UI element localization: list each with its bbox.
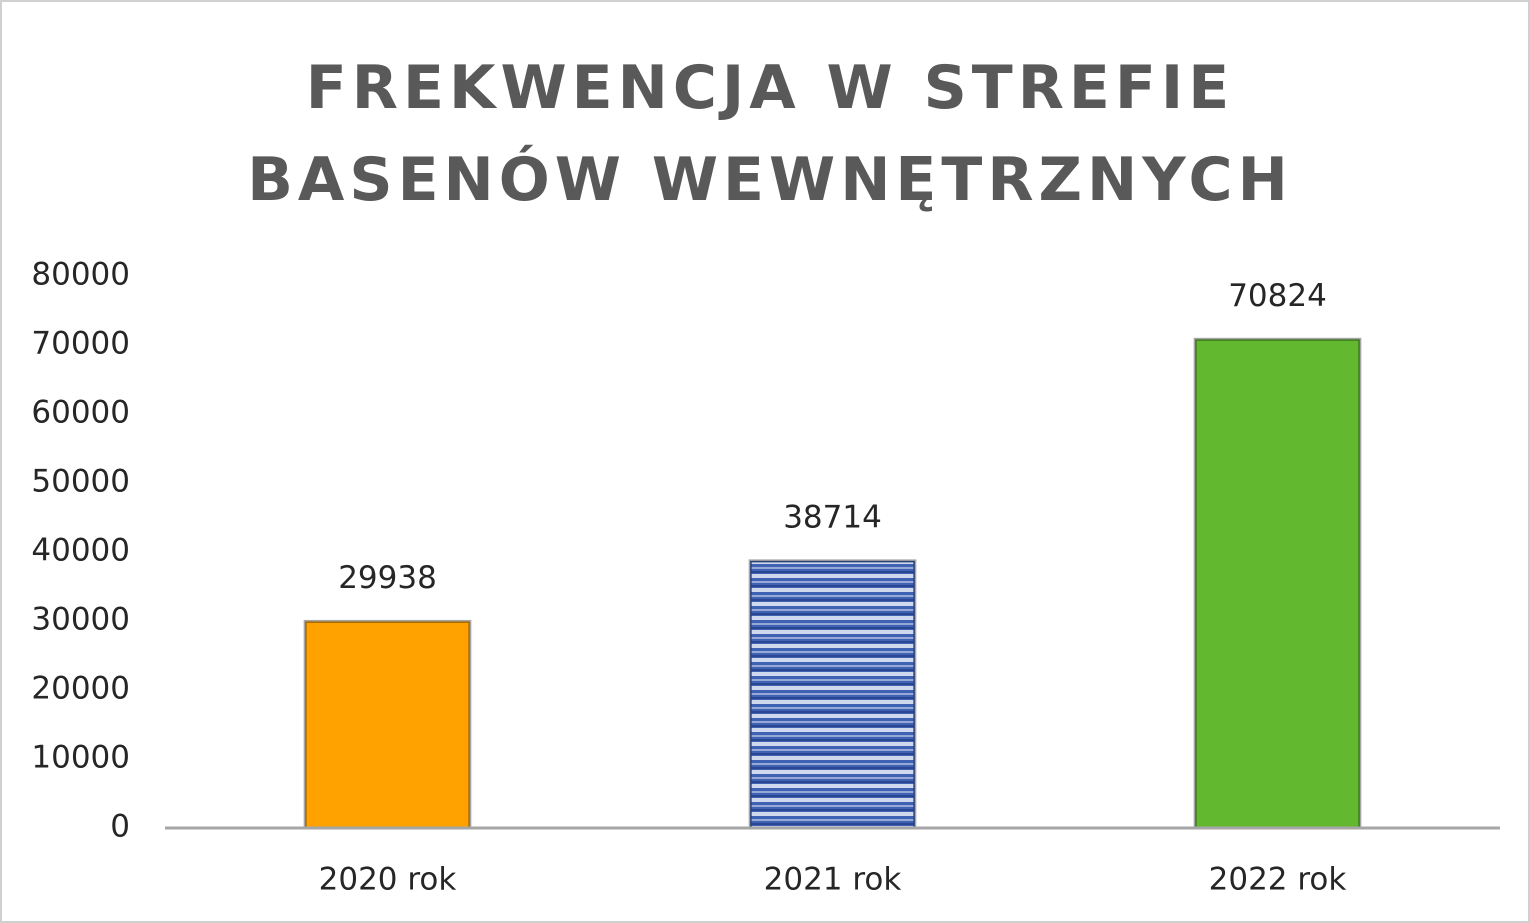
y-tick-label: 20000 [31, 671, 130, 707]
bar [303, 619, 472, 830]
y-tick-label: 60000 [31, 395, 130, 431]
y-tick-label: 70000 [31, 326, 130, 362]
value-label: 70824 [1228, 278, 1327, 314]
bar-pattern [751, 562, 914, 827]
y-tick-label: 80000 [31, 257, 130, 293]
value-label: 38714 [783, 499, 882, 535]
y-tick-label: 10000 [31, 740, 130, 776]
x-tick-label: 2020 rok [319, 862, 457, 898]
y-tick-label: 30000 [31, 602, 130, 638]
bar [1193, 337, 1362, 830]
chart-title: FREKWENCJA W STREFIE BASENÓW WEWNĘTRZNYC… [247, 53, 1293, 215]
y-tick-label: 50000 [31, 464, 130, 500]
y-tick-label: 0 [110, 809, 130, 845]
x-tick-label: 2021 rok [764, 862, 902, 898]
value-label: 29938 [338, 560, 437, 596]
x-tick-label: 2022 rok [1209, 862, 1347, 898]
y-tick-label: 40000 [31, 533, 130, 569]
